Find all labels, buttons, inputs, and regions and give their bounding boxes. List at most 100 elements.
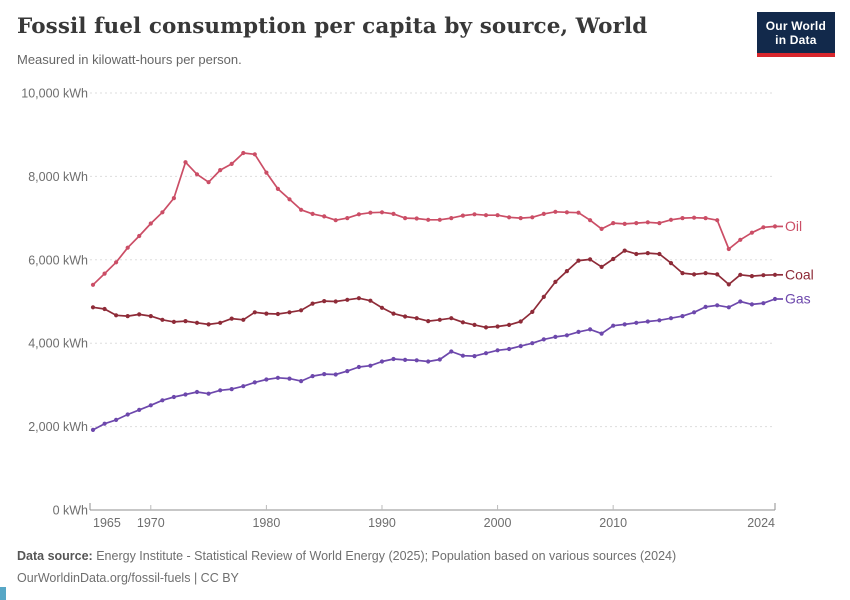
oil-series-label[interactable]: Oil (785, 218, 802, 234)
coal-point (449, 316, 454, 321)
gas-point (102, 421, 107, 426)
gas-point (507, 346, 512, 352)
x-tick-label: 2010 (599, 516, 627, 530)
oil-point (241, 150, 246, 156)
gas-point (379, 359, 385, 364)
oil-point (322, 214, 327, 219)
oil-point (576, 210, 581, 215)
oil-point (183, 160, 188, 165)
chart-footer: Data source: Energy Institute - Statisti… (17, 546, 833, 590)
coal-point (206, 322, 211, 327)
data-source-text: Energy Institute - Statistical Review of… (96, 549, 677, 563)
coal-point (588, 257, 593, 262)
gas-point (403, 357, 408, 362)
oil-point (137, 233, 142, 239)
license-link[interactable]: CC BY (200, 570, 239, 585)
gas-point (310, 374, 315, 379)
x-tick-label: 1990 (368, 516, 396, 530)
gas-series-label[interactable]: Gas (785, 290, 811, 306)
oil-point (749, 230, 755, 235)
gas-point (668, 316, 674, 321)
coal-point (194, 320, 200, 325)
oil-point (252, 152, 257, 157)
gas-point (356, 364, 361, 370)
oil-point (299, 207, 304, 212)
y-tick-label: 2,000 kWh (28, 420, 88, 434)
coal-point (483, 325, 489, 330)
oil-point (368, 210, 373, 215)
oil-point (622, 221, 627, 226)
coal-point (264, 311, 269, 316)
gas-point (194, 389, 200, 395)
gas-point (645, 319, 650, 324)
oil-point (668, 217, 674, 222)
coal-point (761, 273, 766, 278)
oil-point (310, 211, 315, 216)
coal-point (148, 314, 153, 319)
oil-point (715, 218, 720, 223)
gas-point (622, 322, 627, 327)
gas-point (333, 372, 338, 377)
coal-point (518, 319, 523, 324)
owid-logo[interactable]: Our World in Data (756, 12, 835, 57)
coal-point (287, 310, 292, 315)
attribution-line: OurWorldinData.org/fossil-fuels | CC BY (17, 568, 833, 590)
oil-point (148, 221, 153, 226)
coal-point (530, 309, 535, 314)
gas-point (287, 376, 292, 381)
gas-point (160, 398, 165, 403)
gas-point (183, 392, 188, 397)
coal-point (137, 312, 142, 317)
oil-point (611, 221, 616, 226)
gas-point (483, 351, 489, 356)
gas-point (299, 379, 304, 384)
coal-point (90, 305, 96, 310)
coal-point (738, 272, 743, 277)
coal-point (114, 313, 119, 318)
coal-point (299, 308, 304, 313)
coal-point (403, 314, 408, 319)
oil-point (541, 211, 546, 216)
coal-point (125, 314, 130, 319)
gas-point (541, 337, 546, 342)
oil-point (206, 180, 211, 185)
gas-point (703, 304, 708, 309)
oil-point (426, 217, 431, 222)
coal-point (495, 324, 500, 329)
coal-point (252, 310, 257, 315)
oil-point (518, 216, 523, 221)
footer-separator: | (193, 570, 198, 585)
coal-point (472, 322, 477, 327)
gas-point (564, 333, 570, 338)
gas-point (772, 296, 778, 302)
gas-point (657, 318, 662, 323)
line-chart: 0 kWh 2,000 kWh 4,000 kWh 6,000 kWh 8,000 kW… (21, 87, 814, 531)
oil-point (414, 216, 419, 221)
coal-point (183, 319, 188, 324)
oil-point (264, 170, 269, 175)
oil-point (403, 216, 408, 221)
gas-point (218, 388, 223, 393)
coal-point (379, 305, 385, 310)
gas-point (125, 412, 130, 417)
coal-point (726, 282, 731, 287)
coal-point (703, 271, 708, 276)
oil-point (160, 210, 165, 215)
gas-point (680, 314, 685, 319)
x-tick-label: 1980 (252, 516, 280, 530)
coal-point (391, 311, 396, 316)
coal-point (322, 299, 327, 304)
gas-point (761, 301, 766, 306)
gas-point (437, 357, 442, 362)
coal-point (772, 272, 778, 277)
oil-point (356, 212, 361, 217)
oil-point (391, 211, 396, 216)
gas-point (715, 303, 720, 308)
coal-point (541, 294, 546, 299)
owid-url-link[interactable]: OurWorldinData.org/fossil-fuels (17, 570, 191, 585)
coal-series-label[interactable]: Coal (785, 266, 814, 282)
oil-point (449, 216, 454, 221)
gas-point (576, 329, 581, 334)
gas-point (588, 327, 593, 332)
